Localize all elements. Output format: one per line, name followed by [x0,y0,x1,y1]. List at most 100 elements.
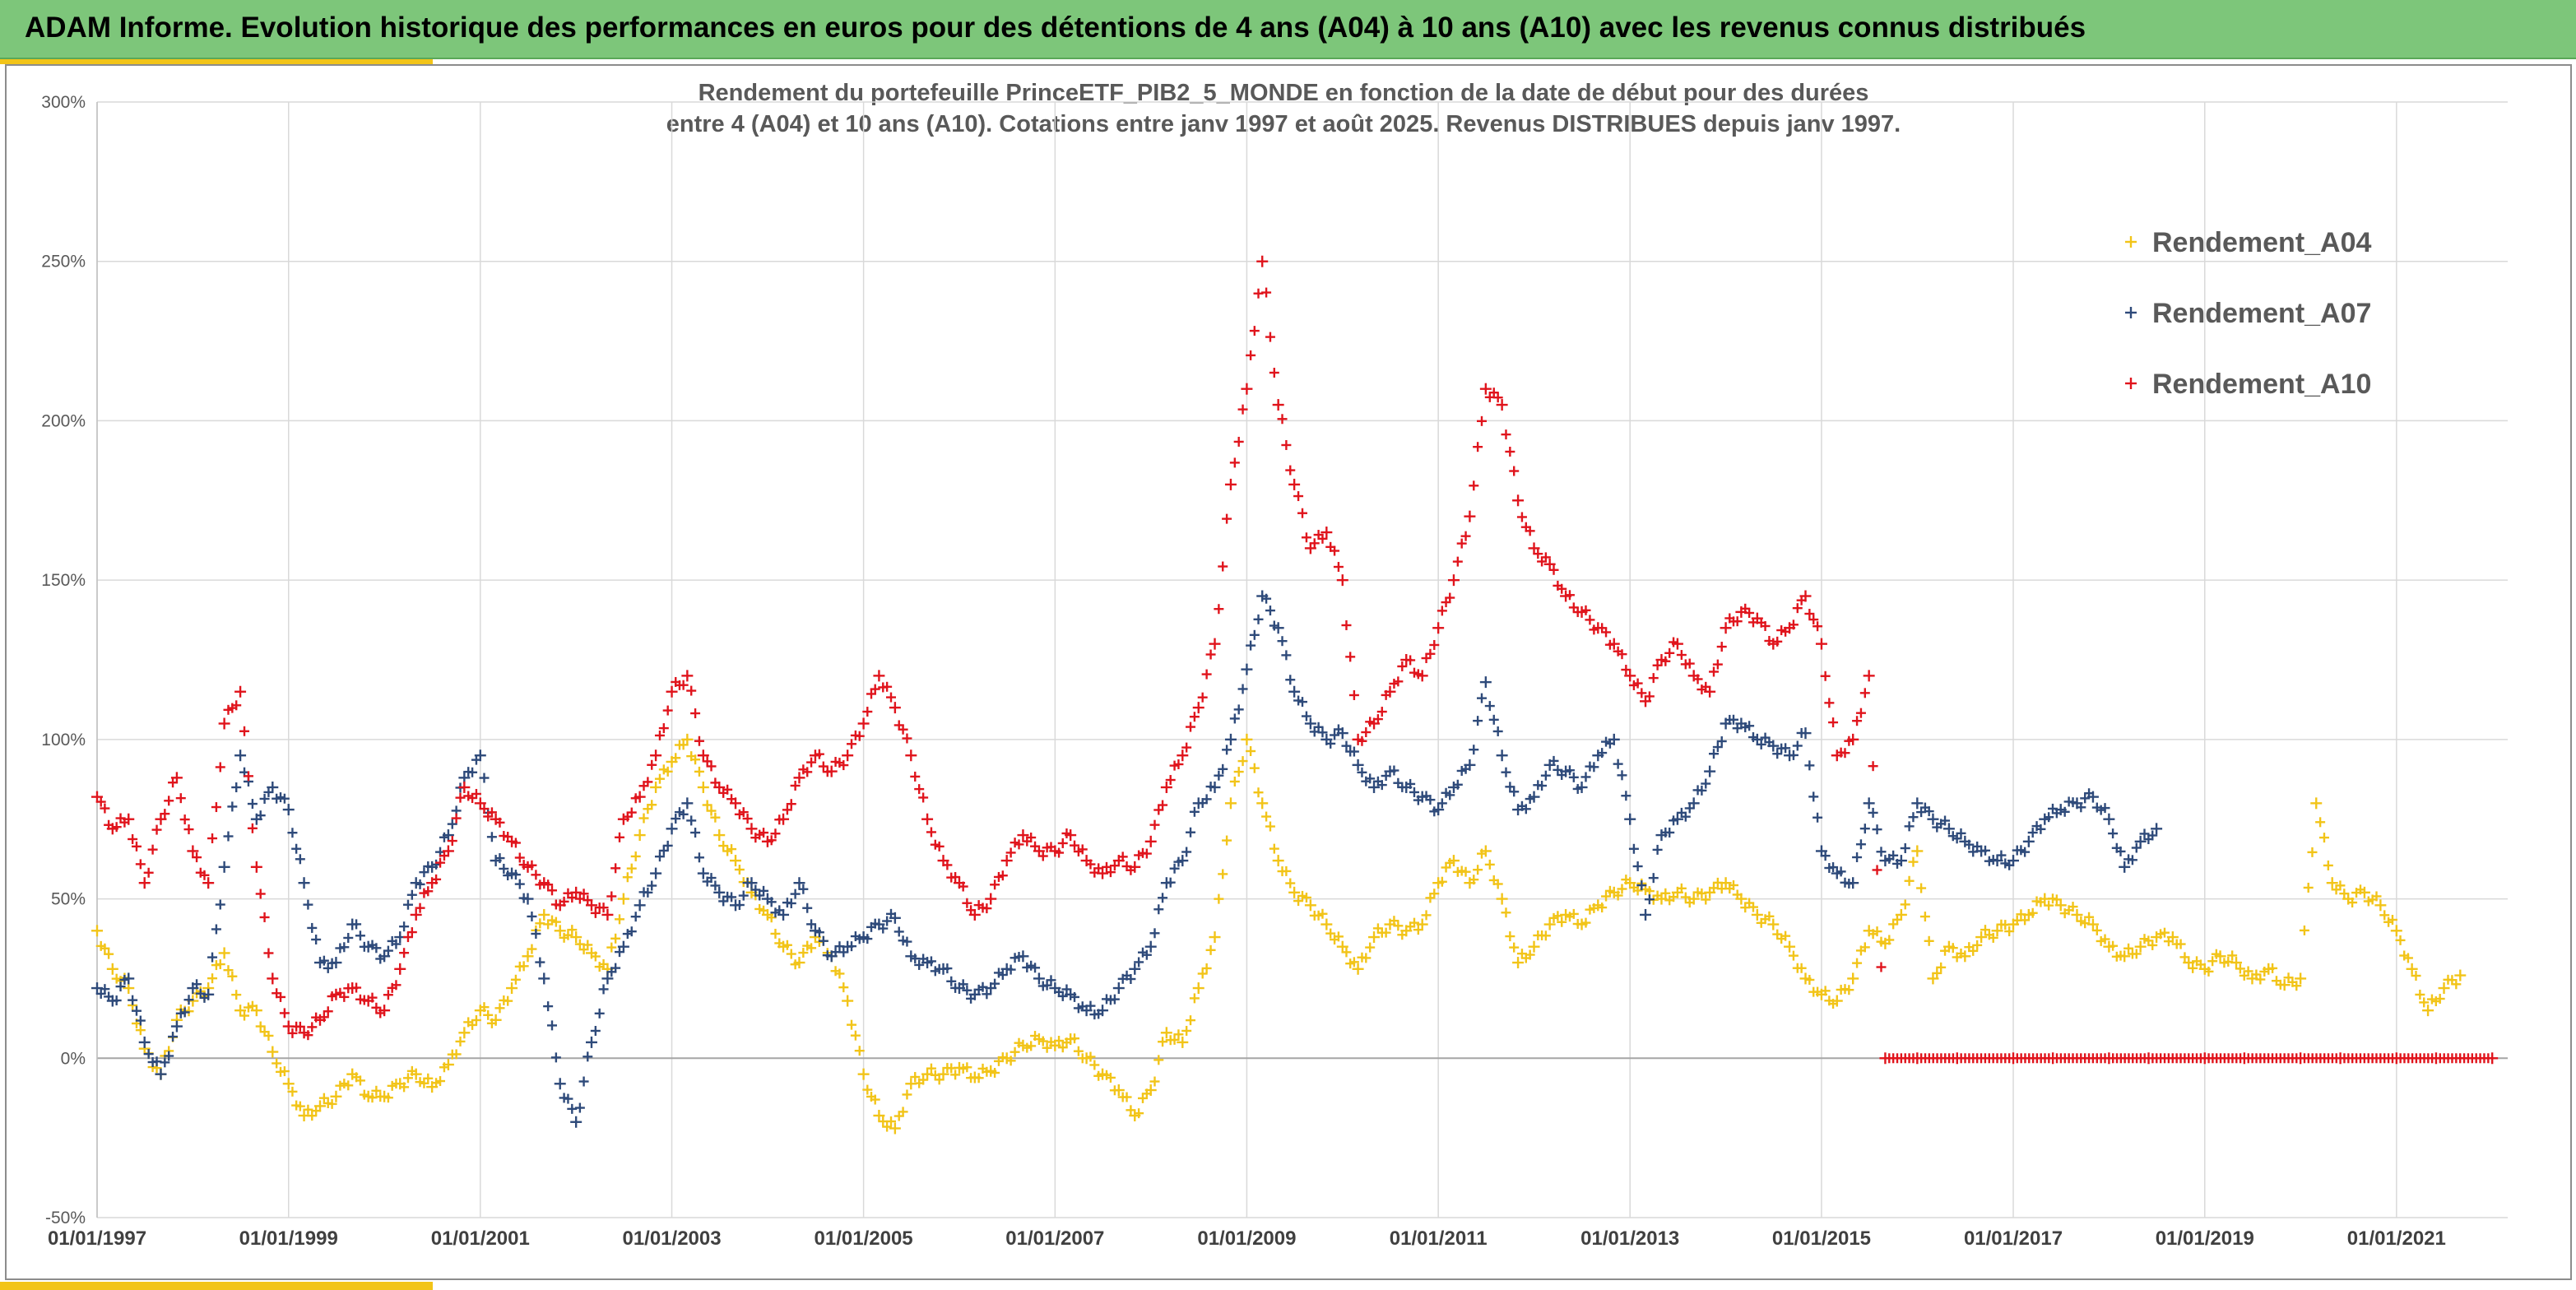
data-point [1927,813,1939,825]
data-point [1756,739,1766,749]
data-point [128,833,138,844]
data-point [686,685,697,696]
data-point [1348,689,1359,700]
data-point [759,828,769,838]
data-point [806,919,817,930]
data-point [1924,935,1934,946]
data-point [1429,639,1440,650]
data-point [1249,326,1260,336]
data-point [2387,915,2397,926]
data-point [583,940,593,950]
data-point [1780,743,1791,754]
data-point [1488,387,1499,398]
data-point [486,807,497,818]
data-point [1840,748,1850,759]
data-point [2020,847,2031,857]
data-point [2183,957,2195,969]
data-point [199,870,210,880]
data-point [1628,843,1639,854]
data-point [686,815,697,826]
data-point [873,670,885,682]
data-point [402,932,413,943]
data-point [710,880,721,891]
data-point [818,935,828,946]
data-point [563,930,573,940]
data-point [1644,886,1655,897]
data-point [634,899,646,912]
data-point [1301,532,1311,543]
data-point [1277,636,1288,647]
x-tick-label: 01/01/2011 [1390,1227,1488,1250]
data-point [854,1046,865,1056]
report-banner: ADAM Informe. Evolution historique des p… [0,0,2576,59]
data-point [2123,943,2134,954]
data-point [1222,513,1232,524]
y-tick-label: 150% [41,571,86,590]
data-point [1376,780,1387,791]
data-point [793,772,805,784]
data-point [1492,879,1503,889]
series-Rendement_A04 [91,733,2467,1135]
data-point [559,896,569,907]
data-point [323,963,333,973]
data-point [1445,790,1455,800]
data-point [1425,648,1436,659]
data-point [522,893,534,905]
data-point [671,753,681,763]
data-point [2230,957,2243,969]
data-point [2326,877,2338,889]
data-point [1065,829,1077,842]
legend-marker [2125,307,2137,318]
data-point [1241,383,1253,395]
data-point [1229,776,1240,787]
data-point [179,814,190,825]
data-point [215,899,225,910]
data-point [95,796,106,807]
data-point [662,766,673,777]
data-point [1237,684,1248,694]
data-point [538,908,550,921]
data-point [1964,839,1975,850]
data-point [1209,781,1221,793]
data-point [1557,583,1567,594]
data-point [706,805,717,816]
data-point [962,985,972,995]
data-point [1509,466,1520,476]
x-tick-label: 01/01/2005 [815,1227,913,1250]
data-point [2295,972,2307,985]
data-point [471,1014,481,1025]
data-point [610,963,621,973]
data-point [1165,877,1176,888]
data-point [617,893,629,905]
data-point [734,865,745,875]
data-point [1293,491,1304,502]
data-point [1859,942,1870,953]
data-point [1365,773,1376,784]
data-point [1863,670,1875,682]
data-point [447,836,457,847]
data-point [2323,860,2333,870]
data-point [2086,918,2099,930]
data-point [777,813,790,825]
legend-label: Rendement_A04 [2152,227,2372,258]
data-point [1479,845,1492,857]
data-point [1265,606,1275,616]
data-point [2134,835,2147,847]
data-point [1158,893,1168,903]
data-point [2203,966,2214,977]
data-point [1716,642,1727,652]
data-point [713,829,726,842]
data-point [1744,721,1755,731]
x-tick-label: 01/01/2009 [1197,1227,1296,1250]
data-point [1014,839,1024,850]
data-point [1676,650,1687,661]
data-point [1149,928,1160,939]
data-point [977,981,988,992]
data-point [111,995,122,1006]
data-point [1033,972,1045,985]
data-point [2486,1052,2499,1065]
data-point [968,908,981,921]
data-point [606,891,617,902]
data-point [882,916,893,926]
data-point [527,944,537,954]
